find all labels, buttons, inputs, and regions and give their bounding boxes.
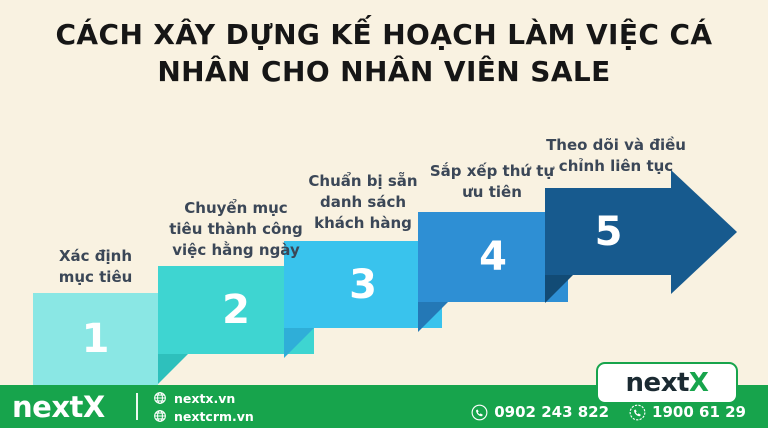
step-1-label-line: Xác định [58,247,133,265]
step-4-label-line: Sắp xếp thứ tự [429,162,555,180]
phone-number: 1900 61 29 [652,403,746,421]
step-2-fold [158,354,188,384]
hotline-icon [629,404,646,420]
website-url: nextx.vn [174,390,236,406]
brand-box: next X [596,362,738,404]
step-3-label-line: Chuẩn bị sẵn [308,172,418,190]
footer-divider [136,393,138,420]
step-1-label-line: mục tiêu [58,268,133,286]
title-line-1: CÁCH XÂY DỰNG KẾ HOẠCH LÀM VIỆC CÁ [55,18,713,51]
step-1-label: Xác định mục tiêu [33,246,158,288]
step-4-box: 4 [418,212,568,302]
brand-box-text-dark: next [625,368,690,398]
website-item: nextcrm.vn [153,407,254,425]
step-5-label-line: Theo dõi và điều [546,136,686,154]
footer-websites: nextx.vn nextcrm.vn [153,389,254,425]
footer-logo: nextX [12,389,105,424]
step-3-label-line: khách hàng [314,214,412,232]
step-2-label-line: tiêu thành công [169,220,303,238]
phone-item: 1900 61 29 [629,403,746,421]
step-5-label: Theo dõi và điều chỉnh liên tục [533,135,699,177]
step-5-box: 5 [545,188,672,275]
website-item: nextx.vn [153,389,254,407]
step-4-number: 4 [479,234,507,280]
phone-number: 0902 243 822 [494,403,610,421]
title-line-2: NHÂN CHO NHÂN VIÊN SALE [157,55,611,88]
footer-phones: 0902 243 822 1900 61 29 [471,403,746,421]
step-5-number: 5 [594,208,623,255]
globe-icon [154,410,166,422]
step-2-label-line: việc hằng ngày [172,241,300,259]
step-3-box: 3 [284,241,442,328]
step-3-label: Chuẩn bị sẵn danh sách khách hàng [282,171,444,234]
step-1-number: 1 [81,316,110,362]
page-title: CÁCH XÂY DỰNG KẾ HOẠCH LÀM VIỆC CÁ NHÂN … [0,16,768,90]
phone-icon [471,404,488,420]
step-4-label: Sắp xếp thứ tự ưu tiên [414,161,570,203]
step-2-label-line: Chuyển mục [184,199,288,217]
step-2-number: 2 [222,287,250,333]
step-3-label-line: danh sách [319,193,407,211]
step-2-label: Chuyển mục tiêu thành công việc hằng ngà… [156,198,316,261]
website-url: nextcrm.vn [174,408,254,424]
step-5-arrowhead-icon [671,170,737,294]
step-5-label-line: chỉnh liên tục [558,157,674,175]
step-4-label-line: ưu tiên [462,183,522,201]
brand-box-text-accent: X [688,368,709,398]
step-1-box: 1 [33,293,158,385]
step-3-number: 3 [349,261,377,308]
phone-item: 0902 243 822 [471,403,609,421]
globe-icon [154,392,166,404]
